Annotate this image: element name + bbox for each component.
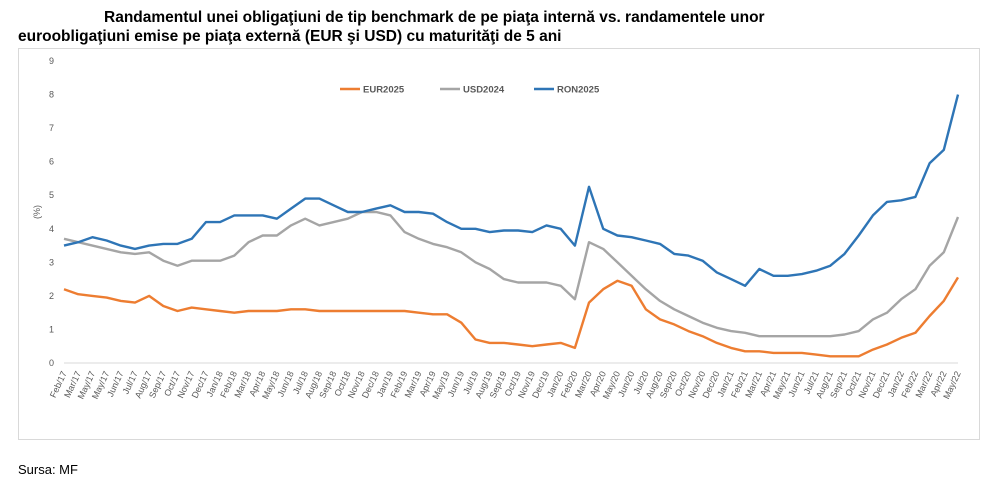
y-tick-label: 9 xyxy=(49,56,54,66)
y-axis-label: (%) xyxy=(32,205,42,219)
chart-title-line2: euroobligaţiuni emise pe piaţa externă (… xyxy=(18,28,562,45)
y-tick-label: 3 xyxy=(49,257,54,267)
chart-frame xyxy=(18,48,980,440)
y-tick-label: 5 xyxy=(49,190,54,200)
chart-title-line1: Randamentul unei obligaţiuni de tip benc… xyxy=(104,9,765,26)
y-tick-label: 4 xyxy=(49,224,54,234)
y-tick-label: 7 xyxy=(49,123,54,133)
series-line-usd2024 xyxy=(63,210,960,338)
legend-label-eur2025: EUR2025 xyxy=(363,85,405,96)
legend-label-usd2024: USD2024 xyxy=(463,85,505,96)
source-note: Sursa: MF xyxy=(18,462,78,477)
y-tick-label: 0 xyxy=(49,358,54,368)
y-tick-label: 8 xyxy=(49,90,54,100)
series-line-eur2025 xyxy=(63,276,960,358)
series-line-ron2025 xyxy=(63,94,960,287)
chart-title: Randamentul unei obligaţiuni de tip benc… xyxy=(18,8,948,46)
y-tick-label: 2 xyxy=(49,291,54,301)
y-tick-label: 1 xyxy=(49,324,54,334)
legend-label-ron2025: RON2025 xyxy=(557,85,600,96)
y-tick-label: 6 xyxy=(49,157,54,167)
